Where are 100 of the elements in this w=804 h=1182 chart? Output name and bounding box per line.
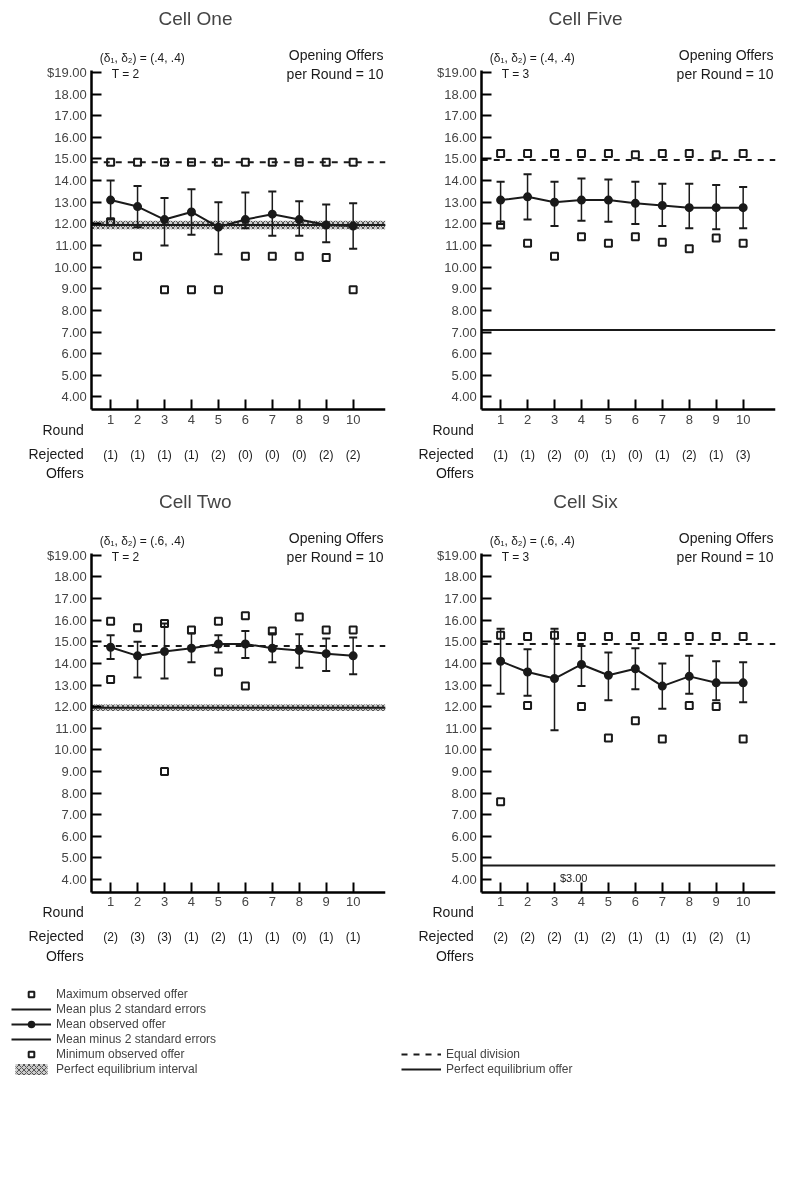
x-axis-title: Round	[432, 904, 474, 921]
y-tick-label: 7.00	[451, 807, 477, 823]
x-tick-label: 10	[735, 894, 751, 910]
y-tick-label: 7.00	[451, 324, 477, 340]
x-tick-label: 6	[241, 411, 249, 427]
y-tick-label: 14.00	[54, 655, 87, 671]
text: (1)	[708, 447, 724, 462]
x-tick-label: 9	[712, 894, 720, 910]
x-tick-label: 1	[496, 894, 505, 910]
y-tick-label: 10.00	[54, 259, 87, 275]
y-tick-label: 18.00	[54, 569, 87, 585]
x-tick-label: 7	[658, 894, 666, 910]
y-tick-label: 6.00	[451, 346, 477, 362]
y-tick-label: 15.00	[54, 634, 87, 650]
text: (1)	[654, 930, 670, 945]
y-tick-label: 15.00	[54, 151, 87, 167]
y-tick-label: 13.00	[444, 677, 477, 693]
text: (1)	[130, 447, 145, 462]
annotation: Opening Offers per Round = 10	[676, 530, 774, 566]
y-tick-label: 15.00	[444, 151, 477, 167]
x-axis-title: Round	[432, 421, 474, 438]
annotation: T = 2	[111, 550, 140, 565]
x-tick-label: 2	[523, 894, 532, 910]
y-tick-label: 12.00	[444, 216, 477, 232]
text: (1)	[345, 930, 361, 945]
x-tick-label: 4	[187, 411, 196, 427]
text: (2)	[345, 447, 361, 462]
y-tick-label: 17.00	[444, 108, 477, 124]
text: (1)	[681, 930, 697, 945]
y-tick-label: 12.00	[54, 699, 87, 715]
y-tick-label: 17.00	[54, 591, 87, 607]
text: (1)	[157, 447, 172, 462]
x-tick-label: 1	[106, 411, 115, 427]
y-tick-label: 18.00	[444, 86, 477, 102]
y-tick-label: 6.00	[61, 828, 87, 844]
y-tick-label: $19.00	[46, 64, 87, 80]
text: (2)	[103, 930, 118, 945]
text: (1)	[184, 447, 199, 462]
y-tick-label: 4.00	[451, 871, 477, 887]
x-tick-label: 4	[187, 894, 196, 910]
text: (0)	[291, 930, 307, 945]
x-tick-label: 6	[631, 894, 639, 910]
text: Rejected Offers	[418, 445, 474, 482]
annotation: T = 3	[501, 550, 530, 565]
x-tick-label: 5	[214, 411, 223, 427]
x-tick-label: 1	[496, 411, 505, 427]
y-tick-label: $19.00	[436, 547, 477, 563]
x-tick-label: 8	[295, 411, 303, 427]
y-tick-label: 7.00	[61, 324, 87, 340]
legend-label: Mean observed offer	[56, 1017, 166, 1031]
x-tick-label: 4	[577, 894, 586, 910]
y-tick-label: 5.00	[61, 850, 87, 866]
legend-label: Perfect equilibrium interval	[56, 1062, 198, 1076]
y-tick-label: 17.00	[54, 108, 87, 124]
x-tick-label: 9	[712, 411, 720, 427]
annotation: $3.00	[559, 872, 588, 885]
text: (1)	[184, 930, 199, 945]
x-tick-label: 3	[160, 894, 169, 910]
x-tick-label: 10	[345, 411, 361, 427]
y-tick-label: 16.00	[54, 612, 87, 628]
y-tick-label: 12.00	[54, 216, 87, 232]
y-tick-label: 14.00	[54, 173, 87, 189]
text: Mean minus 2 standard errors	[56, 1032, 217, 1046]
text: (3)	[735, 447, 751, 462]
chart-title: Cell One	[158, 7, 233, 29]
y-tick-label: 8.00	[451, 302, 477, 318]
x-tick-label: 8	[685, 894, 693, 910]
x-tick-label: 10	[735, 411, 751, 427]
text: Rejected Offers	[28, 445, 84, 482]
x-tick-label: 2	[133, 894, 142, 910]
y-tick-label: 4.00	[451, 389, 477, 405]
y-tick-label: $19.00	[46, 547, 87, 563]
x-tick-label: 7	[658, 411, 666, 427]
text: Rejected Offers	[418, 928, 474, 964]
x-tick-label: 3	[550, 894, 559, 910]
text: (2)	[708, 930, 724, 945]
legend-label: Equal division	[446, 1047, 521, 1061]
x-axis-title: Round	[42, 421, 84, 438]
x-tick-label: 10	[345, 894, 361, 910]
x-tick-label: 8	[295, 894, 303, 910]
y-tick-label: 9.00	[61, 763, 87, 779]
x-tick-label: 8	[685, 411, 693, 427]
text: (3)	[130, 930, 145, 945]
text: (1)	[318, 930, 334, 945]
y-tick-label: 15.00	[444, 634, 477, 650]
x-tick-label: 9	[322, 894, 330, 910]
y-tick-label: 5.00	[451, 850, 477, 866]
text: (1)	[493, 447, 508, 462]
y-tick-label: 11.00	[445, 720, 477, 736]
x-tick-label: 5	[604, 894, 613, 910]
y-tick-label: 9.00	[451, 281, 477, 297]
text: (1)	[520, 447, 535, 462]
x-tick-label: 4	[577, 411, 586, 427]
y-tick-label: 8.00	[61, 302, 87, 318]
x-tick-label: 6	[241, 894, 249, 910]
text: (3)	[157, 930, 172, 945]
text: (0)	[574, 447, 589, 462]
y-tick-label: 7.00	[61, 807, 87, 823]
text: (1)	[238, 930, 253, 945]
y-tick-label: 5.00	[451, 367, 477, 383]
